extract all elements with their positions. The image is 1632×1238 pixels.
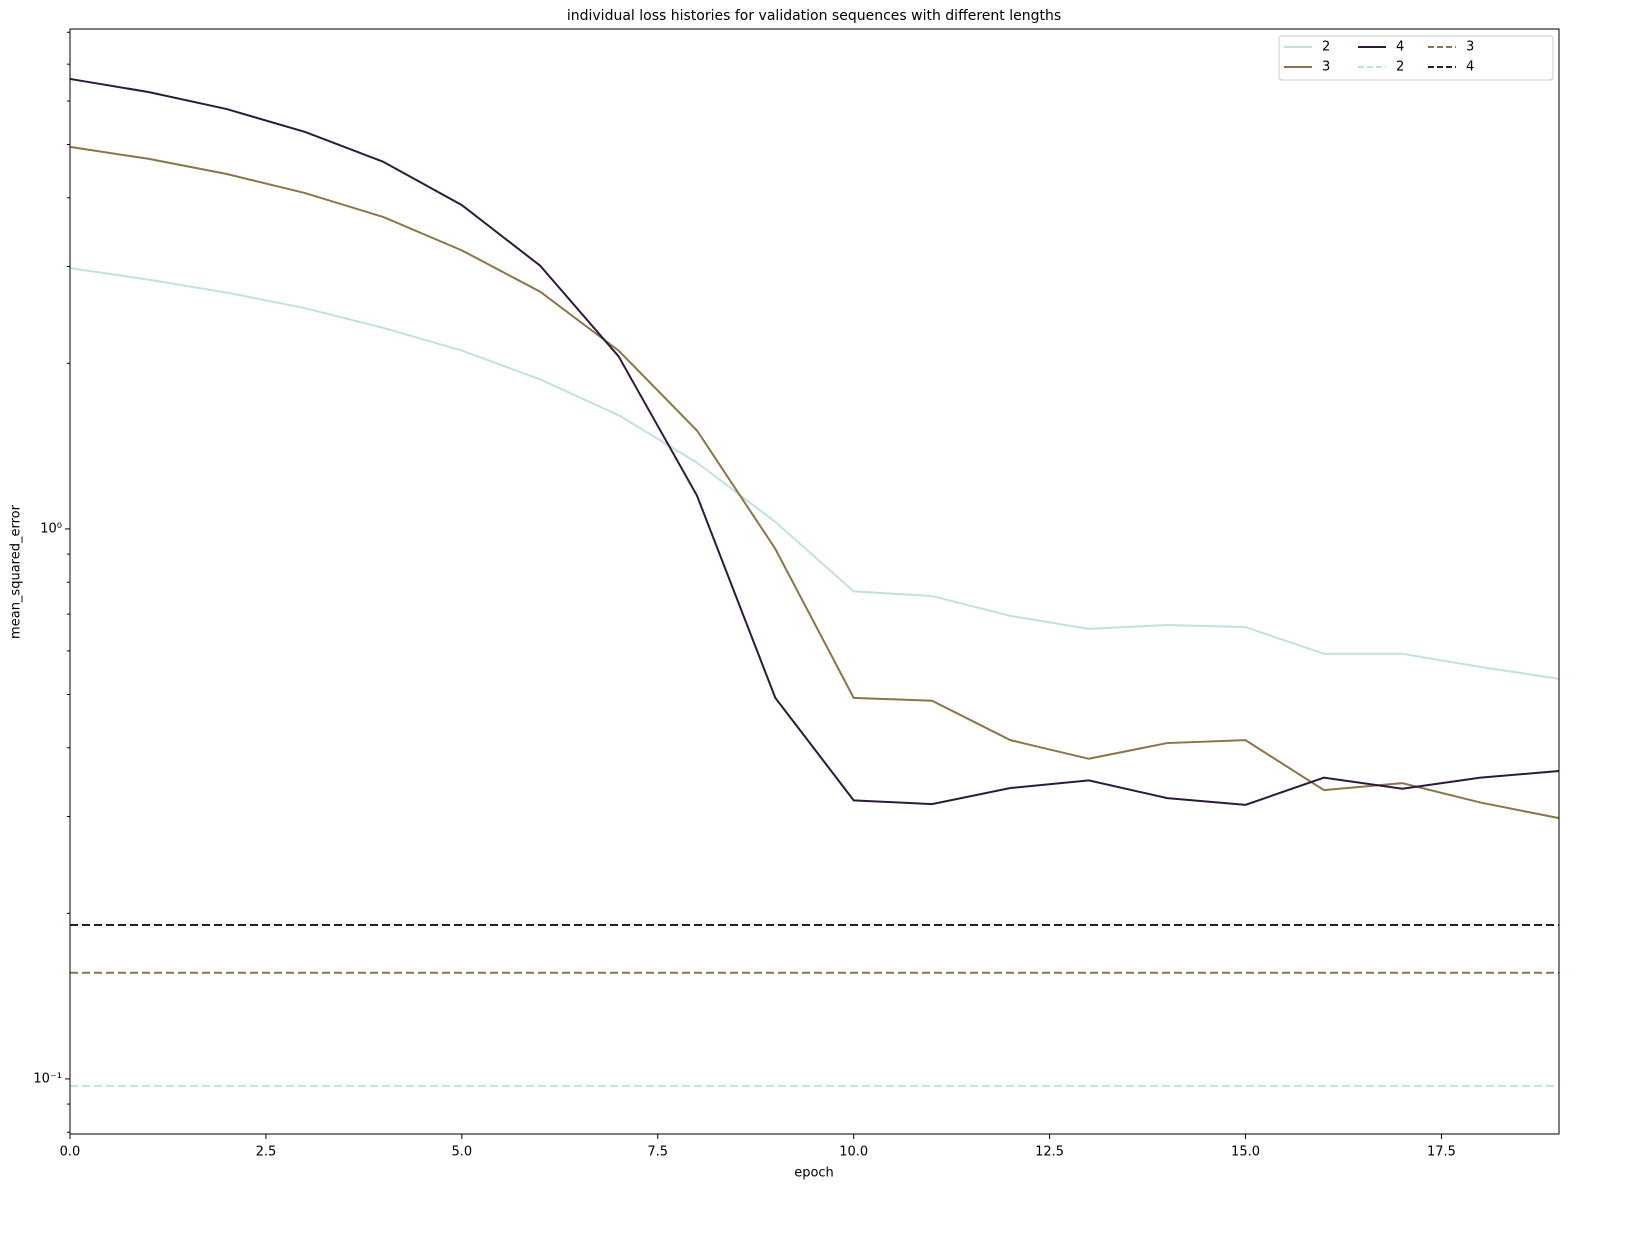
legend-box xyxy=(1278,35,1554,81)
legend-label: 3 xyxy=(1322,60,1330,75)
x-tick-label: 15.0 xyxy=(1231,1145,1260,1160)
line-series xyxy=(69,145,1560,820)
x-tick-label: 12.5 xyxy=(1035,1145,1064,1160)
x-tick-label: 2.5 xyxy=(256,1145,277,1160)
legend-label: 2 xyxy=(1322,40,1330,55)
legend-label: 4 xyxy=(1396,40,1404,55)
x-tick-label: 17.5 xyxy=(1427,1145,1456,1160)
line-series xyxy=(69,77,1560,806)
chart-title: individual loss histories for validation… xyxy=(567,8,1061,24)
x-tick-label: 10.0 xyxy=(839,1145,868,1160)
y-tick-label: 10⁰ xyxy=(40,521,62,536)
x-axis-label: epoch xyxy=(794,1166,834,1181)
plot-frame xyxy=(69,28,1560,1135)
legend-label: 2 xyxy=(1396,60,1404,75)
x-tick-label: 0.0 xyxy=(60,1145,81,1160)
x-tick-label: 5.0 xyxy=(451,1145,472,1160)
line-series xyxy=(69,267,1560,680)
y-axis-label: mean_squared_error xyxy=(9,504,24,639)
legend-label: 4 xyxy=(1466,60,1474,75)
x-tick-label: 7.5 xyxy=(647,1145,668,1160)
y-tick-label: 10⁻¹ xyxy=(33,1071,62,1086)
legend-label: 3 xyxy=(1466,40,1474,55)
